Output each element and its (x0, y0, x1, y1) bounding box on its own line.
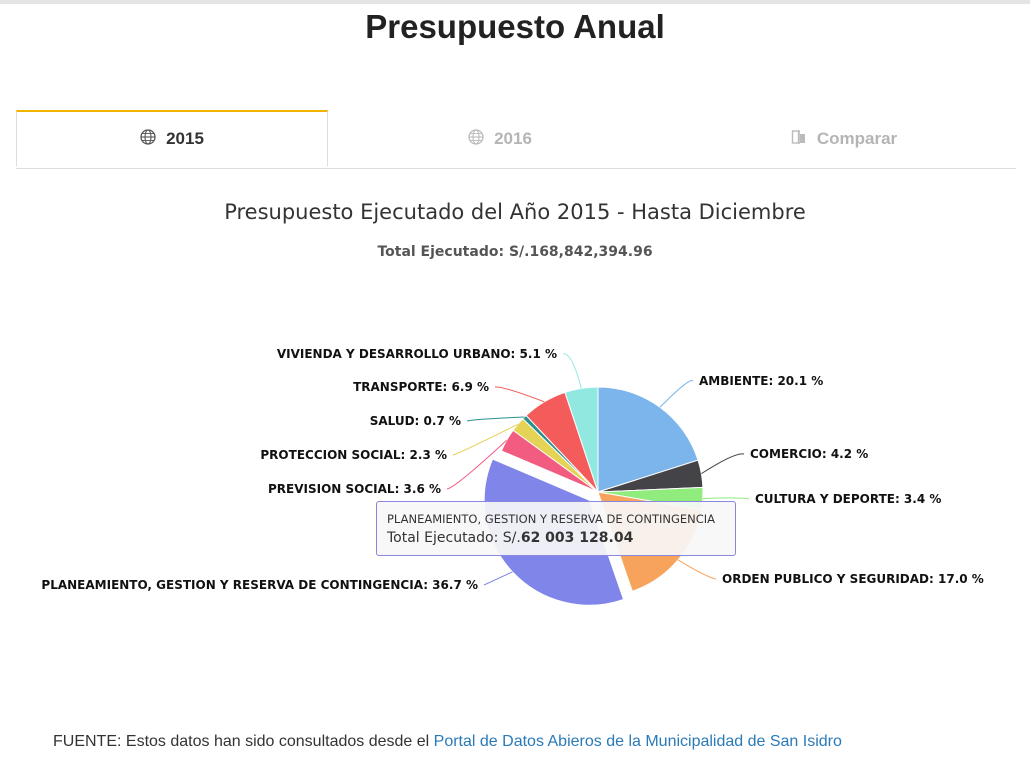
slice-label: PREVISION SOCIAL: 3.6 % (268, 482, 441, 496)
slice-label: CULTURA Y DEPORTE: 3.4 % (755, 492, 941, 506)
connector-line (446, 439, 507, 490)
chart-tooltip: PLANEAMIENTO, GESTION Y RESERVA DE CONTI… (376, 501, 736, 556)
connector-line (452, 423, 518, 456)
connector-line (466, 416, 525, 422)
pie-chart: AMBIENTE: 20.1 % COMERCIO: 4.2 % CULTURA Y… (41, 347, 984, 606)
top-border (0, 0, 1030, 4)
footer-text: FUENTE: Estos datos han sido consultados… (53, 733, 430, 750)
slice-label: SALUD: 0.7 % (370, 414, 461, 428)
connector-line (659, 380, 694, 408)
slice-label: TRANSPORTE: 6.9 % (353, 380, 489, 394)
slice-label: COMERCIO: 4.2 % (750, 447, 868, 461)
tooltip-value: 62 003 128.04 (520, 530, 634, 546)
slice-label: AMBIENTE: 20.1 % (699, 374, 823, 388)
slice-label: VIVIENDA Y DESARROLLO URBANO: 5.1 % (277, 347, 557, 361)
page-title: Presupuesto Anual (365, 8, 665, 45)
footer-source: FUENTE: Estos datos han sido consultados… (53, 733, 842, 751)
portal-link[interactable]: Portal de Datos Abieros de la Municipali… (433, 733, 842, 750)
connector-line (677, 559, 717, 580)
total-value: S/.168,842,394.96 (508, 244, 653, 260)
tooltip-title: PLANEAMIENTO, GESTION Y RESERVA DE CONTI… (387, 512, 716, 526)
connector-line (562, 353, 582, 389)
year-tabs: 2015 2016 Comparar (16, 110, 1016, 169)
tooltip-line: Total Ejecutado: S/.62 003 128.04 (387, 530, 725, 546)
tab-2016[interactable]: 2016 (328, 110, 672, 168)
connector-line (702, 497, 750, 500)
tab-label: Comparar (816, 129, 898, 148)
slice-label: PROTECCION SOCIAL: 2.3 % (260, 448, 447, 462)
tooltip-currency: S/. (502, 530, 521, 546)
connector-line (494, 386, 545, 403)
tab-label: 2016 (494, 129, 532, 148)
tab-comparar[interactable]: Comparar (672, 110, 1016, 168)
tab-label: 2015 (166, 129, 204, 148)
tooltip-label: Total Ejecutado: (387, 530, 499, 546)
slice-label: ORDEN PUBLICO Y SEGURIDAD: 17.0 % (722, 572, 984, 586)
slice-label: PLANEAMIENTO, GESTION Y RESERVA DE CONTI… (41, 578, 478, 592)
compare-icon (791, 129, 807, 150)
connector-line (701, 453, 745, 475)
globe-icon (140, 128, 156, 150)
globe-icon (468, 128, 484, 150)
total-ejecutado: Total Ejecutado: S/.168,842,394.96 (0, 244, 1030, 260)
total-label: Total Ejecutado: (377, 244, 505, 260)
chart-title: Presupuesto Ejecutado del Año 2015 - Has… (224, 200, 806, 224)
connector-line (483, 571, 513, 586)
tab-2015[interactable]: 2015 (16, 110, 328, 167)
